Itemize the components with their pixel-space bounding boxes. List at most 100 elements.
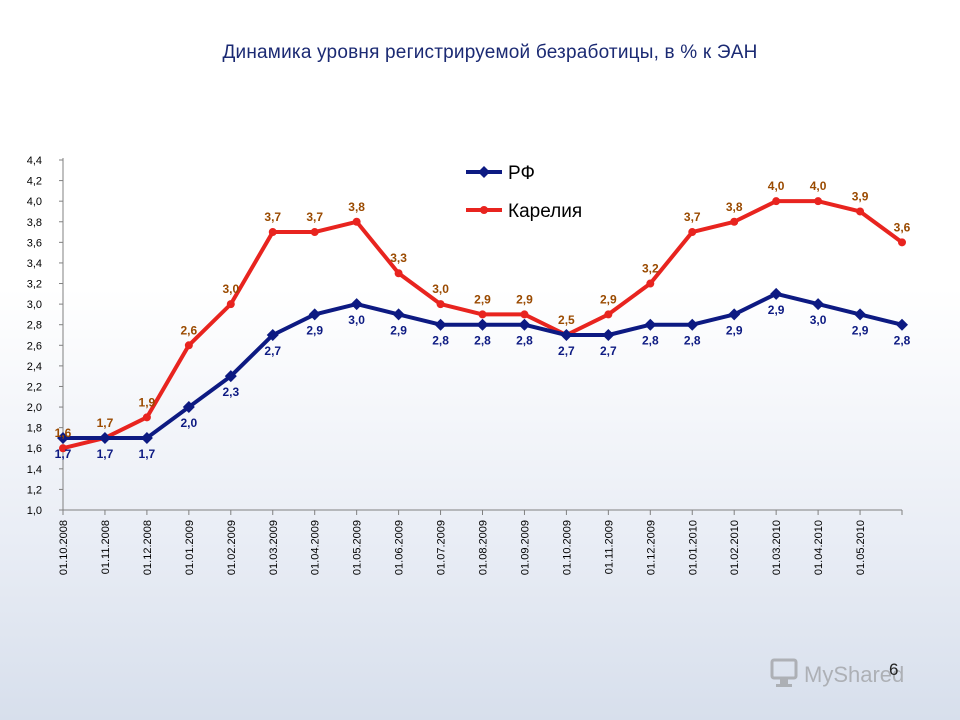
- x-tick-label: 01.06.2009: [394, 520, 406, 575]
- data-label-rf: 2,8: [516, 334, 533, 348]
- point-rf: [140, 431, 153, 444]
- data-label-karelia: 2,9: [516, 292, 533, 306]
- data-label-rf: 2,8: [894, 334, 911, 348]
- point-rf: [350, 298, 363, 311]
- point-rf: [57, 431, 69, 444]
- data-label-karelia: 3,6: [894, 220, 911, 234]
- x-tick-label: 01.03.2010: [771, 520, 783, 575]
- data-label-karelia: 3,7: [306, 210, 323, 224]
- point-karelia: [520, 310, 529, 319]
- point-karelia: [226, 300, 235, 309]
- y-tick-label: 3,4: [27, 258, 42, 270]
- y-tick-label: 1,0: [27, 505, 42, 517]
- data-label-karelia: 1,6: [55, 426, 72, 440]
- x-tick-label: 01.04.2009: [310, 520, 322, 575]
- x-tick-label: 01.10.2008: [58, 520, 70, 575]
- y-tick-label: 4,4: [27, 155, 42, 167]
- point-rf: [602, 329, 615, 341]
- x-tick-label: 01.05.2010: [855, 520, 867, 575]
- point-rf: [854, 308, 867, 321]
- x-tick-label: 01.01.2010: [687, 520, 699, 575]
- y-tick-label: 4,0: [27, 196, 42, 208]
- y-tick-label: 2,6: [27, 340, 42, 352]
- point-rf: [770, 287, 783, 300]
- monitor-icon: [770, 658, 798, 680]
- data-label-rf: 1,7: [55, 447, 72, 461]
- data-label-rf: 2,8: [474, 334, 491, 348]
- legend: РФ Карелия: [466, 163, 582, 222]
- point-karelia: [772, 197, 781, 206]
- point-karelia: [142, 413, 151, 422]
- point-rf: [224, 370, 237, 383]
- x-tick-label: 01.07.2009: [436, 520, 448, 575]
- data-label-karelia: 1,7: [97, 416, 114, 430]
- point-rf: [182, 401, 195, 414]
- data-label-karelia: 2,5: [558, 313, 575, 327]
- data-label-karelia: 3,8: [726, 200, 743, 214]
- data-label-rf: 2,9: [768, 303, 785, 317]
- data-label-rf: 1,7: [97, 447, 114, 461]
- data-label-rf: 2,9: [852, 323, 869, 337]
- data-label-rf: 1,7: [139, 447, 156, 461]
- point-karelia: [436, 300, 445, 309]
- point-rf: [518, 318, 531, 331]
- data-label-karelia: 3,3: [390, 251, 407, 265]
- page-number: 6: [889, 660, 899, 679]
- y-tick-label: 3,2: [27, 279, 42, 291]
- point-karelia: [730, 217, 739, 226]
- point-karelia: [856, 207, 865, 216]
- point-rf: [476, 318, 489, 331]
- point-rf: [266, 329, 279, 341]
- legend-marker: [480, 206, 488, 214]
- data-label-rf: 2,8: [642, 334, 659, 348]
- y-tick-label: 2,2: [27, 381, 42, 393]
- data-label-karelia: 4,0: [810, 179, 827, 193]
- x-tick-label: 01.04.2010: [813, 520, 825, 575]
- x-tick-label: 01.03.2009: [268, 520, 280, 575]
- data-label-karelia: 4,0: [768, 179, 785, 193]
- y-tick-label: 1,4: [27, 464, 42, 476]
- y-tick-label: 3,6: [27, 237, 42, 249]
- data-label-rf: 2,7: [558, 344, 575, 358]
- data-label-karelia: 3,9: [852, 189, 869, 203]
- point-rf: [392, 308, 405, 321]
- point-karelia: [646, 279, 655, 288]
- data-labels: 1,7 1,7 1,7 2,0 2,3 2,7 2,9 3,0 2,9 2,8 2,8 2,8 2,7 2…: [55, 179, 911, 461]
- legend-label: Карелия: [508, 201, 582, 222]
- point-karelia: [310, 228, 319, 237]
- chart-axes: 1,0 1,2 1,4 1,6 1,8 2,0 2,2 2,4 2,6 2,8 3,0 3,2 3,4 3…: [27, 155, 903, 575]
- data-label-karelia: 2,9: [474, 292, 491, 306]
- point-karelia: [814, 197, 823, 206]
- data-label-rf: 3,0: [348, 313, 365, 327]
- y-tick-label: 1,2: [27, 484, 42, 496]
- watermark-logo: MyShared: [770, 658, 904, 687]
- y-tick-label: 2,4: [27, 361, 42, 373]
- data-label-karelia: 3,0: [222, 282, 239, 296]
- data-label-rf: 3,0: [810, 313, 827, 327]
- y-tick-label: 3,0: [27, 299, 42, 311]
- y-tick-label: 1,6: [27, 443, 42, 455]
- y-tick-label: 3,8: [27, 217, 42, 229]
- x-tick-label: 01.11.2009: [603, 520, 615, 574]
- x-tick-label: 01.08.2009: [478, 520, 490, 575]
- data-label-rf: 2,8: [684, 334, 701, 348]
- x-tick-label: 01.11.2008: [100, 520, 112, 574]
- legend-item-karelia: Карелия: [466, 201, 582, 222]
- x-tick-label: 01.05.2009: [352, 520, 364, 575]
- y-tick-label: 2,8: [27, 320, 42, 332]
- point-rf: [896, 318, 908, 331]
- legend-item-rf: РФ: [466, 163, 535, 184]
- x-tick-label: 01.12.2008: [142, 520, 154, 575]
- legend-marker: [478, 166, 490, 178]
- data-label-rf: 2,7: [264, 344, 281, 358]
- point-rf: [644, 318, 657, 331]
- data-label-rf: 2,0: [181, 416, 198, 430]
- data-label-rf: 2,9: [306, 323, 323, 337]
- data-label-rf: 2,3: [222, 385, 239, 399]
- point-rf: [812, 298, 825, 311]
- point-rf: [98, 431, 111, 444]
- data-label-karelia: 3,2: [642, 262, 659, 276]
- watermark-text: MyShared: [804, 662, 904, 687]
- legend-label: РФ: [508, 163, 535, 184]
- x-tick-label: 01.10.2009: [561, 520, 573, 575]
